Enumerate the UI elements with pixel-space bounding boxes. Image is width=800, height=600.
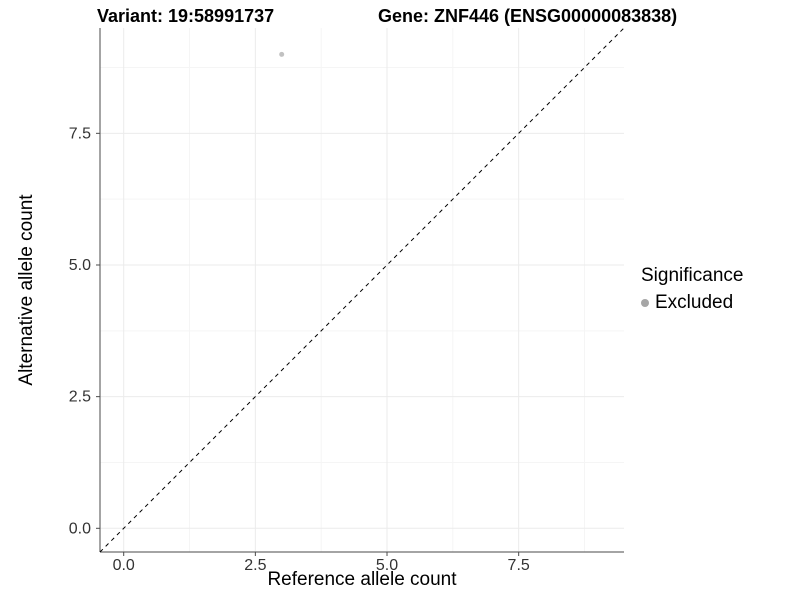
data-points: [279, 51, 285, 57]
legend-item-label: Excluded: [655, 292, 734, 313]
y-tick-label: 2.5: [69, 389, 91, 406]
axes: [96, 28, 624, 556]
gridlines: [100, 28, 624, 552]
x-axis-title: Reference allele count: [267, 569, 457, 590]
gene-title: Gene: ZNF446 (ENSG00000083838): [378, 6, 678, 26]
legend-item-excluded: Excluded: [641, 291, 743, 315]
x-tick-label: 5.0: [376, 557, 398, 574]
y-tick-label: 7.5: [69, 125, 91, 142]
variant-title: Variant: 19:58991737: [97, 6, 275, 26]
identity-line: [99, 27, 625, 553]
legend-title: Significance: [641, 265, 744, 286]
y-tick-label: 0.0: [69, 520, 91, 537]
x-tick-label: 0.0: [113, 557, 135, 574]
axis-tick-labels: 0.0 2.5 5.0 7.5 0.0 2.5 5.0 7.5: [69, 125, 530, 574]
y-tick-label: 5.0: [69, 257, 91, 274]
identity-line-layer: [99, 27, 625, 553]
x-tick-label: 7.5: [508, 557, 530, 574]
y-axis-title: Alternative allele count: [16, 194, 37, 386]
excluded-point-swatch: [641, 299, 649, 307]
data-point-excluded: [279, 51, 285, 57]
x-tick-label: 2.5: [244, 557, 266, 574]
legend: Significance Excluded: [641, 264, 743, 315]
